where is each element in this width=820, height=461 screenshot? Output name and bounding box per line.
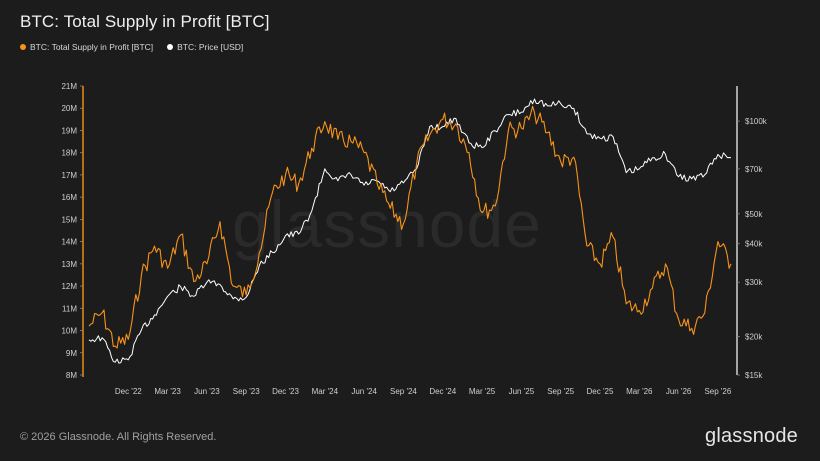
series-layer [88, 98, 732, 364]
legend-label-supply: BTC: Total Supply in Profit [BTC] [30, 42, 154, 52]
left-tick-label: 19M [61, 126, 77, 135]
right-axis: $15k $20k $30k $40k $50k $70k $100k [736, 86, 768, 380]
legend-swatch-supply [20, 44, 26, 50]
right-tick-label: $30k [745, 278, 763, 287]
series-line-price [88, 98, 732, 364]
right-tick-label: $50k [745, 210, 763, 219]
left-tick-label: 17M [61, 171, 77, 180]
copyright-footer: © 2026 Glassnode. All Rights Reserved. [20, 431, 217, 443]
series-line-supply-in-profit [88, 105, 732, 349]
legend-swatch-price [167, 44, 174, 50]
left-tick-label: 12M [61, 282, 77, 291]
left-tick-label: 8M [66, 371, 77, 380]
x-tick-label: Jun '26 [666, 387, 692, 396]
right-tick-label: $100k [745, 117, 768, 126]
legend-item-supply[interactable]: BTC: Total Supply in Profit [BTC] [20, 42, 153, 52]
left-tick-label: 14M [61, 238, 77, 247]
legend-label-price: BTC: Price [USD] [177, 42, 244, 52]
x-tick-label: Sep '23 [233, 387, 260, 396]
legend-item-price[interactable]: BTC: Price [USD] [167, 42, 243, 52]
chart-title: BTC: Total Supply in Profit [BTC] [20, 12, 270, 31]
left-tick-label: 15M [61, 215, 77, 224]
x-tick-label: Sep '25 [547, 387, 574, 396]
x-tick-label: Jun '24 [351, 387, 377, 396]
right-tick-label: $15k [745, 371, 763, 380]
x-tick-label: Sep '24 [390, 387, 417, 396]
x-tick-label: Mar '23 [154, 387, 181, 396]
x-tick-label: Dec '23 [272, 387, 299, 396]
left-tick-label: 9M [66, 349, 77, 358]
right-tick-label: $70k [745, 165, 763, 174]
left-tick-label: 18M [61, 149, 77, 158]
x-tick-label: Jun '25 [509, 387, 535, 396]
left-tick-label: 20M [61, 104, 77, 113]
right-tick-label: $20k [745, 333, 763, 342]
x-tick-label: Dec '25 [587, 387, 614, 396]
x-tick-label: Jun '23 [194, 387, 220, 396]
left-tick-label: 10M [61, 327, 77, 336]
x-tick-label: Dec '24 [429, 387, 456, 396]
x-tick-label: Mar '24 [312, 387, 339, 396]
left-tick-label: 13M [61, 260, 77, 269]
x-tick-label: Mar '25 [469, 387, 496, 396]
left-tick-label: 11M [62, 304, 77, 313]
right-tick-label: $40k [745, 240, 763, 249]
left-axis: 8M 9M 10M 11M 12M 13M 14M 15M 16M 17M 18M 19M 20M 21M [61, 82, 84, 380]
left-tick-label: 16M [61, 193, 77, 202]
x-tick-label: Mar '26 [626, 387, 653, 396]
x-axis: Dec '22 Mar '23 Jun '23 Sep '23 Dec '23 Mar '… [115, 387, 732, 396]
left-tick-label: 21M [61, 82, 77, 91]
x-tick-label: Dec '22 [115, 387, 142, 396]
brand-logo: glassnode [705, 425, 798, 447]
x-tick-label: Sep '26 [704, 387, 731, 396]
legend: BTC: Total Supply in Profit [BTC] BTC: P… [20, 42, 243, 52]
